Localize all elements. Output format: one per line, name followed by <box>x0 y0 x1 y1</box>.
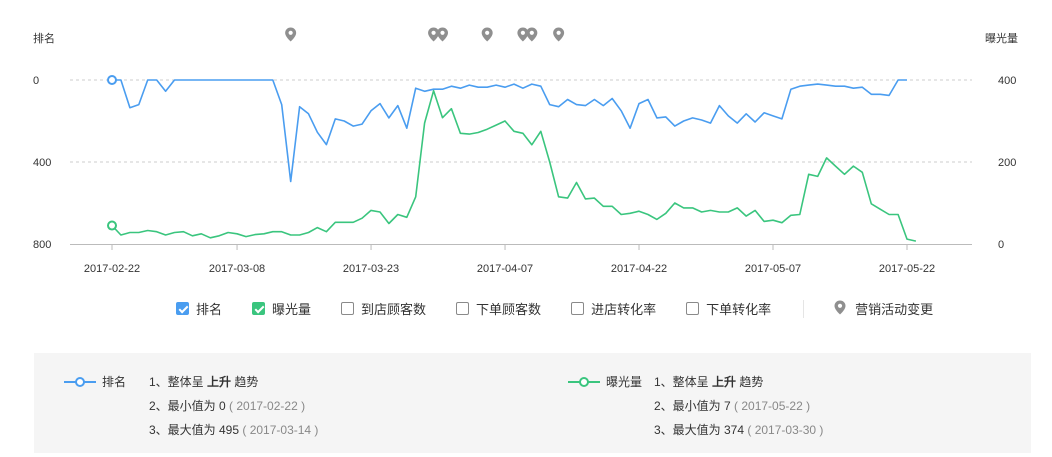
y-right-tick-label: 400 <box>998 75 1016 87</box>
line-chart: 排名 曝光量 0 400 800 400 200 0 2017-02-22 2017-03-0… <box>33 27 1018 275</box>
x-tick-label: 2017-05-22 <box>879 263 935 275</box>
summary-rank-trend: 1、整体呈 上升 趋势 <box>149 373 258 390</box>
event-pin-icon[interactable] <box>553 27 565 42</box>
trend-keyword: 上升 <box>207 375 232 389</box>
y-right-tick-label: 0 <box>998 239 1004 251</box>
event-pin-icon[interactable] <box>481 27 493 42</box>
min-value: 2、最小值为 7 <box>654 399 731 413</box>
trend-prefix: 1、整体呈 <box>149 375 204 389</box>
right-axis-title: 曝光量 <box>985 31 1018 45</box>
chart-legend: 排名 曝光量 到店顾客数 下单顾客数 进店转化率 下单转化率 营销活动变更 <box>176 299 963 318</box>
legend-label: 营销活动变更 <box>855 302 934 317</box>
legend-item-visit-conversion[interactable]: 进店转化率 <box>571 299 656 318</box>
y-left-tick-label: 800 <box>33 239 51 251</box>
event-markers[interactable] <box>285 27 565 42</box>
legend-label: 下单转化率 <box>706 302 772 317</box>
checkbox-icon[interactable] <box>341 302 355 315</box>
max-date: ( 2017-03-30 ) <box>747 423 824 437</box>
line-marker-icon <box>64 376 96 387</box>
legend-item-rank[interactable]: 排名 <box>176 299 222 318</box>
max-value: 3、最大值为 495 <box>149 423 240 437</box>
checkbox-checked-icon[interactable] <box>252 302 266 315</box>
x-tick-label: 2017-04-07 <box>477 263 533 275</box>
summary-exposure-min: 2、最小值为 7 ( 2017-05-22 ) <box>654 397 810 414</box>
checkbox-icon[interactable] <box>686 302 700 315</box>
x-tick-label: 2017-03-23 <box>343 263 399 275</box>
summary-exposure-max: 3、最大值为 374 ( 2017-03-30 ) <box>654 421 823 438</box>
grid-lines <box>70 79 972 245</box>
summary-series-name: 曝光量 <box>606 375 643 389</box>
map-pin-icon <box>834 300 846 318</box>
checkbox-icon[interactable] <box>456 302 470 315</box>
left-axis-title: 排名 <box>33 31 55 45</box>
summary-rank-max: 3、最大值为 495 ( 2017-03-14 ) <box>149 421 318 438</box>
series-line-exposure <box>111 89 917 242</box>
legend-label: 进店转化率 <box>591 302 657 317</box>
trend-prefix: 1、整体呈 <box>654 375 709 389</box>
series-line-rank <box>112 79 907 183</box>
trend-suffix: 趋势 <box>234 375 259 389</box>
y-right-tick-label: 200 <box>998 157 1016 169</box>
summary-panel: 排名 1、整体呈 上升 趋势 2、最小值为 0 ( 2017-02-22 ) 3… <box>34 353 1031 453</box>
legend-item-marketing-event[interactable]: 营销活动变更 <box>834 299 933 318</box>
event-pin-icon[interactable] <box>428 27 440 42</box>
event-pin-icon[interactable] <box>285 27 297 42</box>
summary-rank-min: 2、最小值为 0 ( 2017-02-22 ) <box>149 397 305 414</box>
legend-item-order-conversion[interactable]: 下单转化率 <box>686 299 771 318</box>
x-tick-label: 2017-04-22 <box>611 263 667 275</box>
event-pin-icon[interactable] <box>517 27 529 42</box>
max-date: ( 2017-03-14 ) <box>242 423 319 437</box>
summary-series-name: 排名 <box>102 375 127 389</box>
y-left-tick-label: 400 <box>33 157 51 169</box>
summary-exposure-trend: 1、整体呈 上升 趋势 <box>654 373 763 390</box>
axis-ticks: 0 400 800 400 200 0 2017-02-22 2017-03-08 2017-0… <box>33 75 1016 275</box>
legend-divider <box>803 299 805 318</box>
legend-label: 曝光量 <box>272 302 312 317</box>
x-tick-label: 2017-02-22 <box>84 263 140 275</box>
trend-keyword: 上升 <box>712 375 737 389</box>
event-pin-icon[interactable] <box>526 27 538 42</box>
x-tick-label: 2017-03-08 <box>209 263 265 275</box>
min-date: ( 2017-05-22 ) <box>734 399 811 413</box>
line-marker-icon <box>568 376 600 387</box>
checkbox-checked-icon[interactable] <box>176 302 189 315</box>
series-start-point[interactable] <box>107 220 117 231</box>
min-date: ( 2017-02-22 ) <box>229 399 306 413</box>
max-value: 3、最大值为 374 <box>654 423 745 437</box>
trend-suffix: 趋势 <box>739 375 764 389</box>
legend-label: 排名 <box>196 302 223 317</box>
series-lines <box>107 75 917 242</box>
checkbox-icon[interactable] <box>571 302 585 315</box>
series-start-point[interactable] <box>107 75 117 85</box>
legend-item-exposure[interactable]: 曝光量 <box>252 299 311 318</box>
legend-item-store-visitors[interactable]: 到店顾客数 <box>341 299 426 318</box>
legend-label: 到店顾客数 <box>361 302 427 317</box>
min-value: 2、最小值为 0 <box>149 399 226 413</box>
y-left-tick-label: 0 <box>33 75 39 87</box>
event-pin-icon[interactable] <box>437 27 449 42</box>
summary-key-rank: 排名 <box>64 373 126 390</box>
summary-key-exposure: 曝光量 <box>568 373 642 390</box>
x-tick-label: 2017-05-07 <box>745 263 801 275</box>
legend-label: 下单顾客数 <box>476 302 542 317</box>
legend-item-order-customers[interactable]: 下单顾客数 <box>456 299 541 318</box>
